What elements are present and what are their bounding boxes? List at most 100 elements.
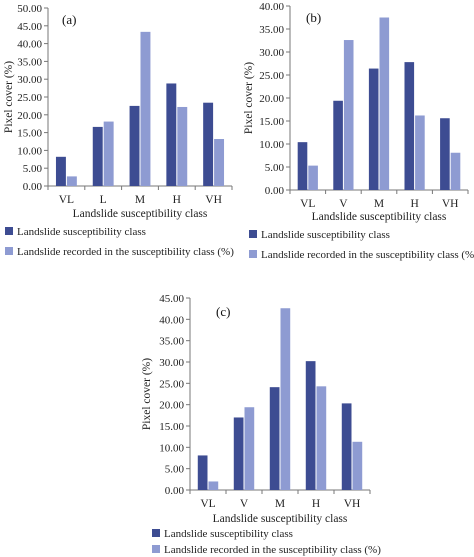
bar-vh-series-1 <box>341 403 352 490</box>
y-tick-label: 10.00 <box>17 145 42 157</box>
x-category-label: VH <box>205 194 222 206</box>
y-tick-label: 50.00 <box>17 3 42 15</box>
x-category-label: M <box>275 498 285 510</box>
y-tick-label: 45.00 <box>159 293 184 305</box>
x-category-label: VH <box>442 198 459 210</box>
y-tick-label: 25.00 <box>259 70 284 82</box>
y-tick-label: 0.00 <box>265 185 285 197</box>
x-category-label: M <box>135 194 145 206</box>
y-tick-label: 10.00 <box>259 139 284 151</box>
x-category-label: H <box>410 198 418 210</box>
bar-m-series-2 <box>379 17 390 190</box>
x-axis-title: Landslide susceptibility class <box>213 513 348 525</box>
bar-v-series-2 <box>343 40 354 190</box>
bar-h-series-1 <box>305 361 316 490</box>
legend-swatch-series-2 <box>152 545 160 553</box>
y-tick-label: 25.00 <box>17 92 42 104</box>
y-tick-label: 20.00 <box>159 400 184 412</box>
bar-h-series-1 <box>166 83 177 186</box>
y-tick-label: 40.00 <box>17 39 42 51</box>
y-tick-label: 15.00 <box>159 421 184 433</box>
y-tick-label: 5.00 <box>265 162 285 174</box>
bar-m-series-1 <box>269 387 280 490</box>
y-axis-title: Pixel cover (%) <box>243 62 255 134</box>
panel-label: (b) <box>306 10 321 25</box>
bar-h-series-1 <box>404 62 415 191</box>
y-tick-label: 30.00 <box>17 74 42 86</box>
legend-label-series-1: Landslide susceptibility class <box>261 229 390 241</box>
legend-swatch-series-1 <box>249 230 257 238</box>
y-tick-label: 25.00 <box>159 378 184 390</box>
y-tick-label: 20.00 <box>17 110 42 122</box>
x-category-label: VL <box>200 498 215 510</box>
legend-swatch-series-1 <box>152 529 160 537</box>
bar-v-series-1 <box>333 100 343 190</box>
bar-vl-series-2 <box>208 481 219 490</box>
y-tick-label: 10.00 <box>159 442 184 454</box>
chart-panel-a: 0.00 5.00 10.00 15.00 20.00 25.00 30.00 35.00 40… <box>3 3 234 258</box>
y-tick-label: 15.00 <box>17 128 42 140</box>
legend-label-series-2: Landslide recorded in the susceptibility… <box>164 544 381 556</box>
legend-label-series-2: Landslide recorded in the susceptibility… <box>17 246 234 258</box>
y-tick-label: 0.00 <box>165 485 185 497</box>
panel-label: (c) <box>216 304 230 319</box>
bar-vh-series-2 <box>214 139 225 186</box>
y-tick-label: 40.00 <box>159 314 184 326</box>
x-category-label: L <box>100 194 107 206</box>
bar-h-series-2 <box>177 106 188 186</box>
bar-vh-series-1 <box>203 102 214 186</box>
y-tick-label: 35.00 <box>259 24 284 36</box>
chart-panel-c: 0.00 5.00 10.00 15.00 20.00 25.00 30.00 35.00 40… <box>141 293 381 556</box>
y-tick-label: 0.00 <box>23 181 43 193</box>
bar-vl-series-1 <box>55 156 66 186</box>
y-tick-label: 45.00 <box>17 21 42 33</box>
y-tick-label: 35.00 <box>17 56 42 68</box>
y-tick-label: 20.00 <box>259 93 284 105</box>
bar-vl-series-1 <box>197 455 208 490</box>
y-tick-label: 40.00 <box>259 1 284 13</box>
bar-l-series-1 <box>92 126 103 186</box>
x-category-label: H <box>173 194 181 206</box>
y-axis-title: Pixel cover (%) <box>3 61 15 133</box>
y-tick-label: 35.00 <box>159 336 184 348</box>
x-category-label: VH <box>344 498 361 510</box>
x-category-label: V <box>339 198 348 210</box>
bar-l-series-2 <box>103 121 114 186</box>
bar-vl-series-2 <box>308 165 318 190</box>
panel-label: (a) <box>62 12 76 27</box>
x-axis-title: Landslide susceptibility class <box>73 208 208 220</box>
bar-m-series-1 <box>368 68 379 190</box>
x-axis-title: Landslide susceptibility class <box>312 211 447 223</box>
x-category-label: VL <box>59 194 74 206</box>
bar-v-series-2 <box>244 407 255 490</box>
bar-vh-series-1 <box>440 118 450 190</box>
y-tick-label: 5.00 <box>165 464 185 476</box>
chart-panel-b: 0.00 5.00 10.00 15.00 20.00 25.00 30.00 35.00 40… <box>243 1 474 261</box>
x-category-label: M <box>374 198 384 210</box>
bar-h-series-2 <box>316 386 327 490</box>
bar-v-series-1 <box>233 417 244 490</box>
bar-m-series-2 <box>280 308 291 490</box>
bar-m-series-1 <box>129 105 140 186</box>
y-tick-label: 5.00 <box>23 163 43 175</box>
y-tick-label: 15.00 <box>259 116 284 128</box>
bar-vh-series-2 <box>450 152 461 190</box>
y-axis-title: Pixel cover (%) <box>141 358 153 430</box>
bar-vl-series-1 <box>297 142 308 190</box>
legend-label-series-1: Landslide susceptibility class <box>17 226 146 238</box>
legend-label-series-2: Landslide recorded in the susceptibility… <box>261 249 474 261</box>
bar-vh-series-2 <box>352 441 363 490</box>
legend-swatch-series-2 <box>5 247 13 255</box>
x-category-label: VL <box>300 198 315 210</box>
bar-m-series-2 <box>140 31 151 186</box>
bar-h-series-2 <box>415 115 425 190</box>
y-tick-label: 30.00 <box>259 47 284 59</box>
bar-vl-series-2 <box>66 176 77 186</box>
x-category-label: H <box>312 498 320 510</box>
y-tick-label: 30.00 <box>159 357 184 369</box>
legend-label-series-1: Landslide susceptibility class <box>164 528 293 540</box>
legend-swatch-series-2 <box>249 250 257 258</box>
legend-swatch-series-1 <box>5 227 13 235</box>
x-category-label: V <box>240 498 249 510</box>
